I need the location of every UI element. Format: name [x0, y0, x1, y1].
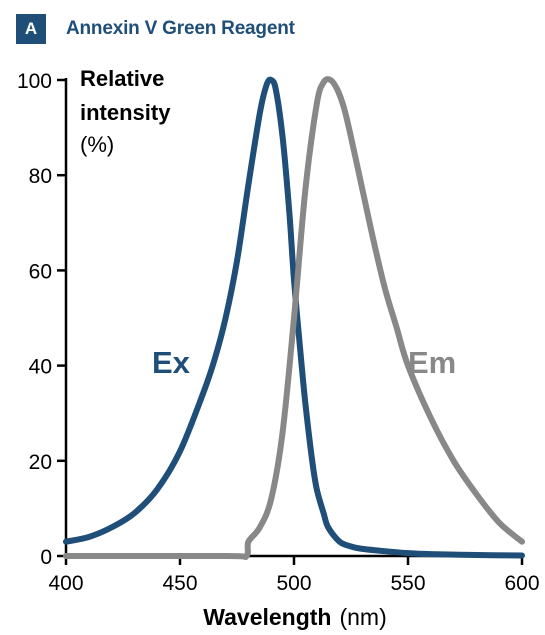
x-tick-label: 450 [162, 572, 197, 595]
x-axis-ticks: 400 450 500 550 600 [48, 556, 540, 595]
series-label-ex: Ex [152, 345, 191, 380]
x-tick-label: 400 [48, 572, 83, 595]
y-tick-label: 40 [29, 356, 52, 379]
y-tick-label: 80 [29, 165, 52, 188]
y-tick-label: 0 [40, 546, 52, 569]
chart-title: Annexin V Green Reagent [66, 18, 295, 39]
panel-badge: A [16, 14, 46, 44]
x-axis-label: Wavelength (nm) [203, 604, 387, 630]
x-tick-label: 550 [390, 572, 425, 595]
series-lines [63, 76, 525, 561]
y-axis-unit: (%) [80, 132, 114, 157]
y-tick-label: 20 [29, 451, 52, 474]
x-axis-label-main: Wavelength [203, 604, 331, 630]
y-axis-ticks: 0 20 40 60 80 100 [17, 70, 66, 569]
x-axis-label-unit: (nm) [339, 604, 386, 630]
series-label-em: Em [408, 345, 456, 380]
series-line-ex [63, 76, 525, 559]
x-tick-label: 500 [276, 572, 311, 595]
y-axis-label-line-2: intensity [80, 100, 171, 125]
panel-header: A Annexin V Green Reagent [16, 14, 295, 44]
y-tick-label: 60 [29, 260, 52, 283]
y-axis-label-line-1: Relative [80, 66, 164, 91]
x-tick-label: 600 [504, 572, 539, 595]
y-tick-label: 100 [17, 70, 52, 93]
series-line-em [63, 76, 525, 561]
